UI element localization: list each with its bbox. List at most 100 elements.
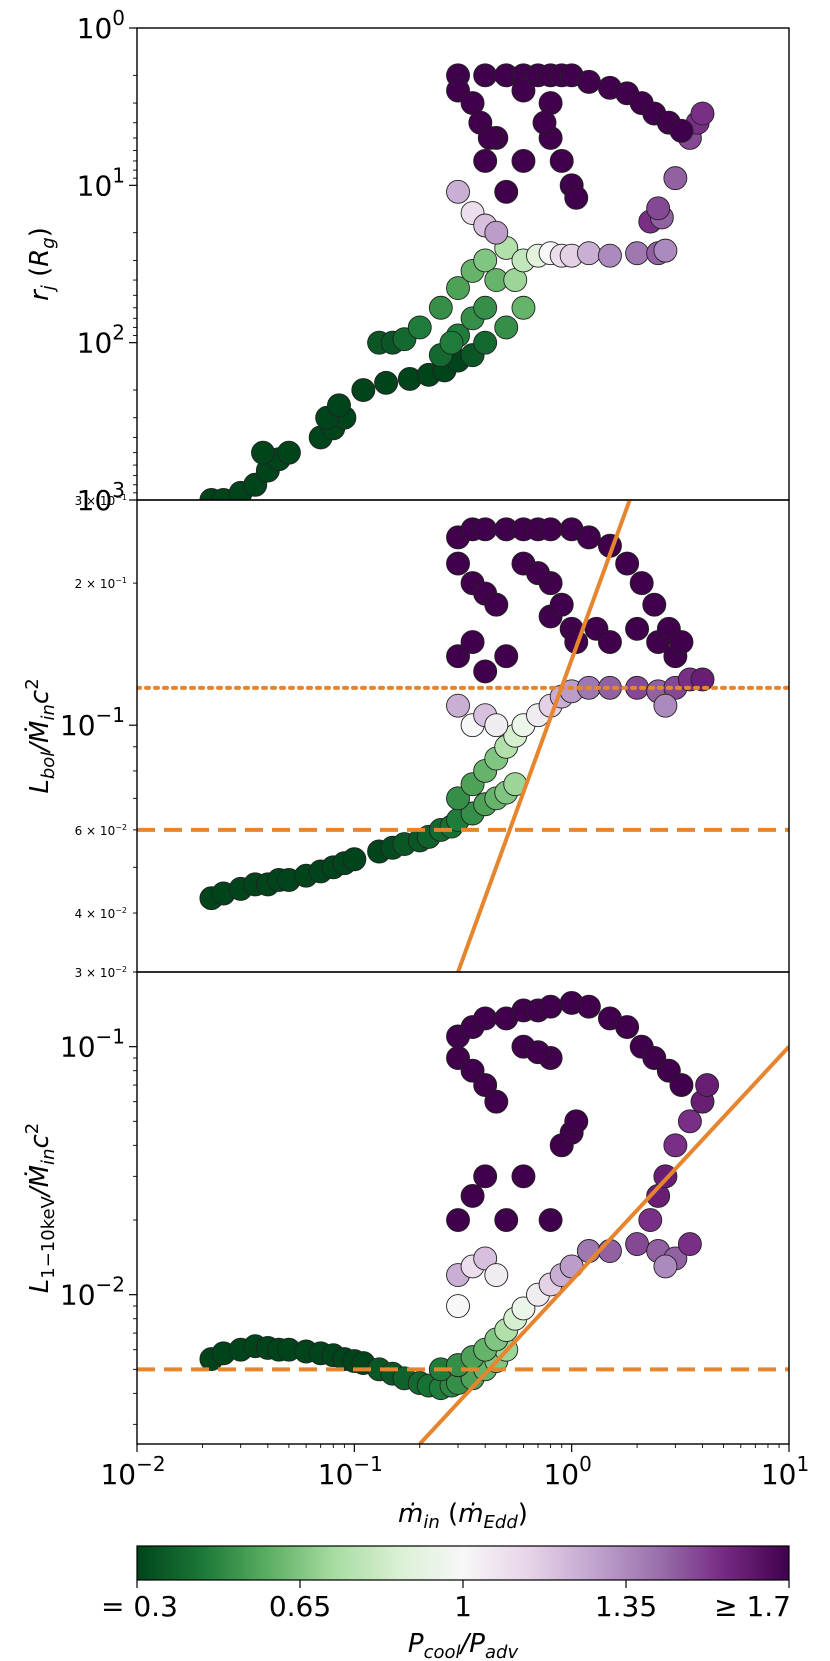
colorbar-tick-label: 1.35 <box>595 1590 657 1623</box>
x-tick-label: 10−1 <box>318 1452 383 1491</box>
scatter-point <box>484 220 509 245</box>
scatter-point <box>549 592 574 617</box>
scatter-point <box>526 1040 550 1065</box>
scatter-points <box>199 63 715 500</box>
scatter-point <box>439 330 464 355</box>
scatter-point <box>538 994 563 1019</box>
scatter-point <box>473 1246 498 1271</box>
scatter-points <box>199 517 715 911</box>
scatter-point <box>576 525 601 550</box>
scatter-point <box>695 1073 720 1098</box>
colorbar-label: Pcool/Padv <box>408 1629 519 1661</box>
scatter-point <box>446 1294 470 1318</box>
scatter-point <box>677 1109 702 1134</box>
scatter-point <box>473 1073 498 1098</box>
colorbar-tick-label: = 0.3 <box>101 1590 178 1623</box>
scatter-point <box>473 149 498 173</box>
scatter-point <box>646 196 671 221</box>
scatter-point <box>576 69 601 94</box>
x-ticks <box>136 1444 790 1452</box>
scatter-point <box>532 110 557 135</box>
y-tick-label: 103 <box>77 478 125 517</box>
scatter-point <box>511 149 536 173</box>
panel-frame <box>136 971 790 1445</box>
scatter-point <box>473 1006 498 1031</box>
scatter-point <box>669 630 694 655</box>
colorbar-tick-label: 1 <box>454 1590 472 1623</box>
scatter-point <box>549 149 574 173</box>
y-tick-label: 102 <box>77 321 125 360</box>
y-tick-label: 10−2 <box>60 1273 125 1312</box>
x-tick-label: 100 <box>543 1452 591 1491</box>
y-axis-label: Lbol/Ṁinc2 <box>22 678 59 793</box>
scatter-point <box>677 1232 702 1257</box>
y-tick-label-minor: 6 × 10−2 <box>75 823 127 838</box>
y-ticks <box>129 971 137 1425</box>
scatter-point <box>276 440 301 465</box>
scatter-point <box>615 551 640 576</box>
y-tick-label-minor: 2 × 10−1 <box>75 576 127 591</box>
plot-area <box>137 991 789 1444</box>
scatter-point <box>653 1254 678 1279</box>
scatter-points <box>199 991 720 1401</box>
plot-area <box>137 500 789 972</box>
scatter-point <box>374 370 399 395</box>
scatter-point <box>511 1164 536 1189</box>
diagonal-reference-line <box>456 500 632 972</box>
scatter-point <box>669 1073 694 1098</box>
scatter-point <box>407 315 432 340</box>
scatter-point <box>477 126 502 150</box>
scatter-point <box>625 616 650 641</box>
scatter-point <box>446 276 470 301</box>
scatter-point <box>473 330 498 355</box>
scatter-point <box>494 179 519 204</box>
y-tick-label: 10−1 <box>60 1025 125 1064</box>
scatter-point <box>538 517 563 542</box>
scatter-point <box>494 1208 519 1232</box>
scatter-point <box>511 78 536 103</box>
scatter-point <box>446 179 470 204</box>
scatter-point <box>625 1232 650 1257</box>
scatter-point <box>446 551 470 576</box>
y-tick-label: 10−1 <box>60 703 125 742</box>
scatter-point <box>484 1263 509 1287</box>
plot-area <box>199 63 715 500</box>
scatter-point <box>428 295 453 320</box>
scatter-point <box>251 440 275 465</box>
colorbar-tick-label: 0.65 <box>269 1590 331 1623</box>
y-axis-label: L1−10keV/Ṁinc2 <box>22 1123 59 1293</box>
scatter-point <box>576 241 601 266</box>
scatter-point <box>597 1239 622 1263</box>
scatter-point <box>494 644 519 669</box>
scatter-point <box>576 994 601 1019</box>
scatter-point <box>446 644 470 669</box>
scatter-point <box>690 101 715 126</box>
scatter-point <box>460 1184 485 1208</box>
scatter-point <box>663 1133 688 1158</box>
scatter-point <box>564 1109 589 1134</box>
scatter-point <box>460 630 485 655</box>
scatter-point <box>473 517 498 542</box>
scatter-point <box>663 166 688 191</box>
scatter-point <box>642 592 667 617</box>
panel-middle: 10−1 3 × 10−2 4 × 10−2 6 × 10−2 2 × 10−1 3 × … <box>22 493 790 980</box>
scatter-point <box>342 847 367 872</box>
scatter-point <box>473 659 498 684</box>
scatter-point <box>669 118 694 143</box>
y-tick-label: 100 <box>77 6 125 45</box>
scatter-point <box>597 243 622 268</box>
scatter-point <box>484 1089 509 1114</box>
scatter-point <box>690 667 715 692</box>
scatter-point <box>473 63 498 88</box>
diagonal-reference-line <box>418 1045 789 1444</box>
panel-bottom: 10−2 10−1 10−2 10−1 100 101 L1−10keV/Ṁinc2 ṁin … <box>22 971 809 1533</box>
scatter-point <box>473 1164 498 1189</box>
scatter-point <box>625 241 650 266</box>
x-tick-label: 10−2 <box>100 1452 165 1491</box>
scatter-point <box>653 693 678 718</box>
scatter-point <box>597 630 622 655</box>
scatter-point <box>615 1015 640 1039</box>
scatter-point <box>351 378 376 402</box>
scatter-point <box>446 1208 470 1232</box>
